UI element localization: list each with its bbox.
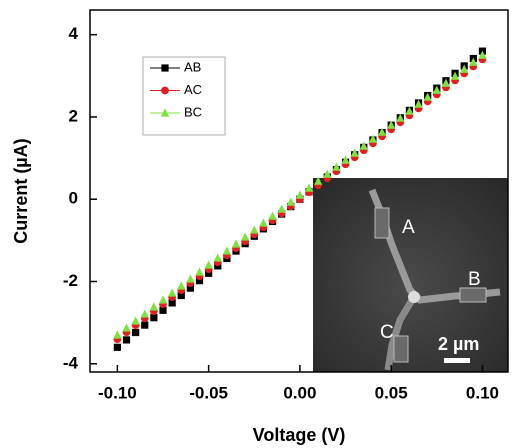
inset-label: B bbox=[468, 269, 481, 290]
marker bbox=[132, 316, 140, 324]
marker bbox=[205, 260, 213, 268]
marker bbox=[296, 191, 304, 199]
y-tick-label: 2 bbox=[69, 106, 78, 125]
marker bbox=[259, 218, 267, 226]
marker bbox=[141, 322, 148, 329]
legend-label: BC bbox=[184, 104, 202, 119]
marker bbox=[141, 309, 149, 317]
legend-label: AB bbox=[184, 59, 201, 74]
marker bbox=[268, 211, 276, 219]
marker bbox=[241, 232, 249, 240]
marker bbox=[113, 330, 121, 338]
marker bbox=[214, 253, 222, 261]
marker bbox=[123, 336, 130, 343]
marker bbox=[305, 184, 313, 192]
scale-bar-label: 2 µm bbox=[438, 334, 479, 354]
marker bbox=[150, 302, 158, 310]
marker bbox=[168, 288, 176, 296]
y-tick-label: -4 bbox=[63, 353, 79, 372]
marker bbox=[223, 246, 231, 254]
x-tick-label: -0.05 bbox=[189, 383, 228, 402]
x-axis-title: Voltage (V) bbox=[253, 425, 346, 445]
marker bbox=[132, 329, 139, 336]
x-tick-label: 0.00 bbox=[283, 383, 316, 402]
legend-label: AC bbox=[184, 82, 202, 97]
inset-label: A bbox=[402, 217, 415, 238]
marker bbox=[195, 267, 203, 275]
marker bbox=[177, 281, 185, 289]
x-tick-label: 0.05 bbox=[375, 383, 408, 402]
marker bbox=[232, 239, 240, 247]
y-axis-title: Current (µA) bbox=[11, 138, 31, 243]
marker bbox=[159, 295, 167, 303]
x-tick-label: -0.10 bbox=[98, 383, 137, 402]
x-tick-label: 0.10 bbox=[466, 383, 499, 402]
inset-label: C bbox=[380, 322, 394, 343]
chart: A B C 2 µm Voltage (V) Current (µA) -4 -2… bbox=[0, 0, 515, 448]
marker bbox=[287, 198, 295, 206]
y-tick-label: -2 bbox=[63, 271, 78, 290]
marker bbox=[114, 344, 121, 351]
marker bbox=[186, 274, 194, 282]
y-tick-label: 4 bbox=[69, 24, 79, 43]
marker bbox=[150, 314, 157, 321]
marker bbox=[278, 205, 286, 213]
legend-marker bbox=[161, 64, 168, 71]
y-tick-label: 0 bbox=[69, 189, 78, 208]
legend-marker bbox=[161, 87, 169, 95]
marker bbox=[250, 225, 258, 233]
marker bbox=[122, 323, 130, 331]
inset-image: A B C 2 µm bbox=[313, 178, 508, 372]
